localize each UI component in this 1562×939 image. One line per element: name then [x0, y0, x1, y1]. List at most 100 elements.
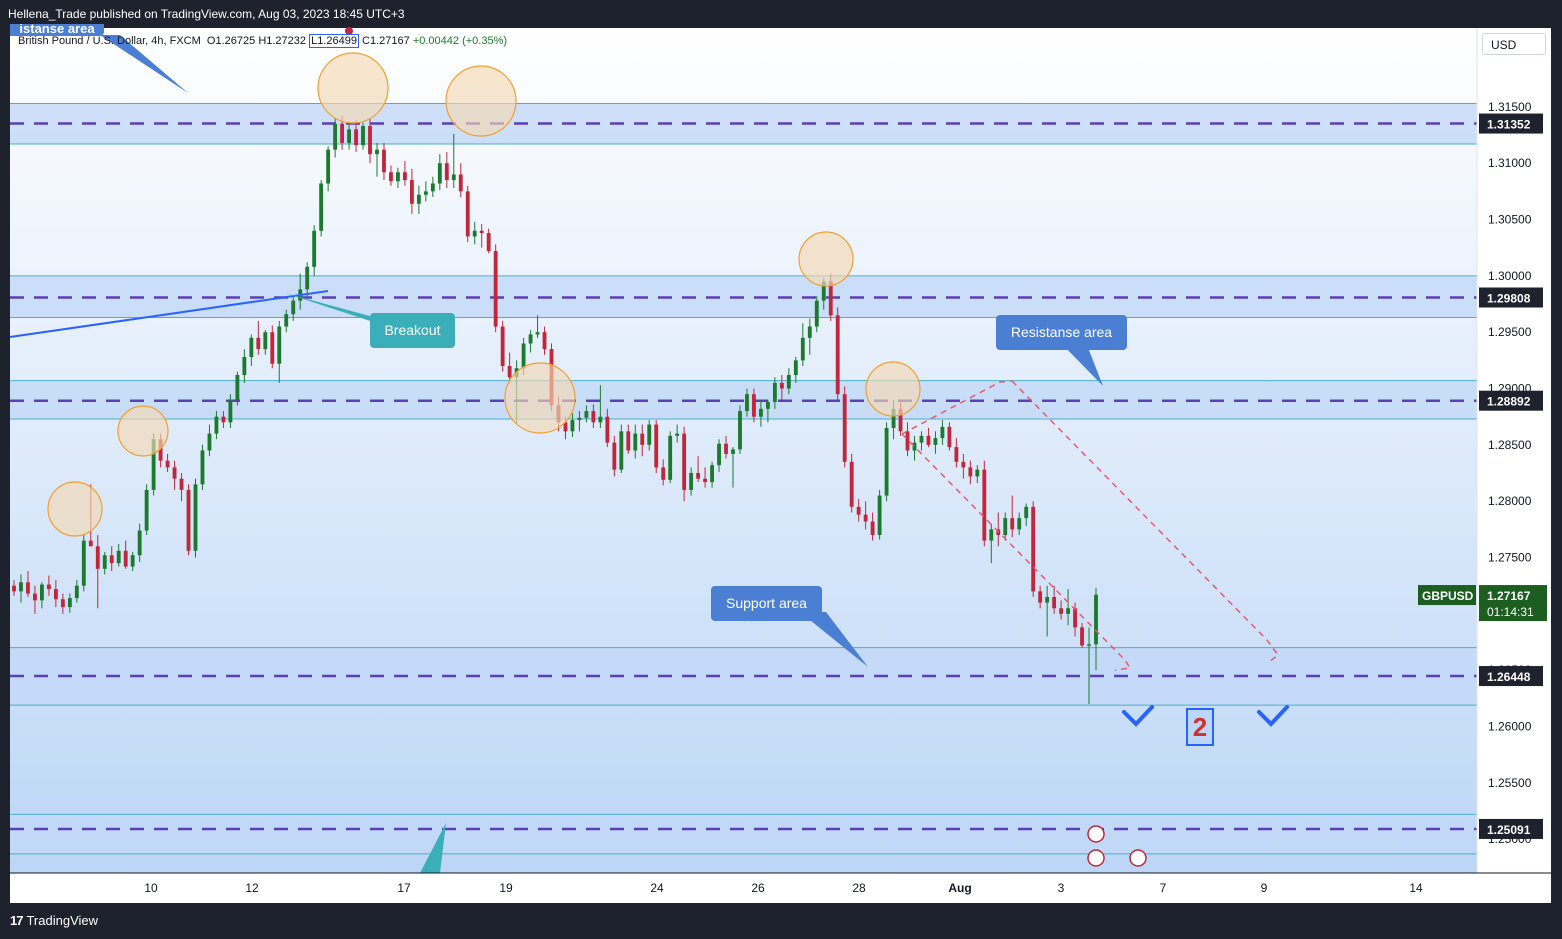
candle — [682, 426, 687, 502]
symbol-tag-label: GBPUSD — [1422, 589, 1474, 603]
candle-body — [60, 599, 65, 608]
candle-body — [710, 465, 714, 483]
candle — [102, 551, 107, 575]
candle-body — [975, 469, 980, 477]
candle-body — [437, 163, 442, 184]
candle-body — [493, 251, 498, 327]
candle-body — [458, 174, 463, 192]
candle-body — [954, 447, 959, 462]
breakout-label-text: Breakout — [384, 322, 441, 338]
candle-body — [67, 598, 72, 608]
support-area-label-text: Support area — [726, 595, 807, 611]
candle-body — [1024, 506, 1029, 519]
us-flag-event-icon[interactable] — [1087, 849, 1105, 867]
candle — [577, 411, 582, 432]
candle-body — [982, 469, 987, 541]
candle — [53, 580, 58, 608]
level-zone — [10, 814, 1477, 854]
candle-body — [668, 435, 673, 480]
candle — [605, 408, 610, 448]
candle-body — [675, 433, 680, 436]
candle — [849, 453, 854, 513]
candle — [570, 413, 575, 437]
price-axis[interactable]: 1.315001.310001.305001.300001.295001.290… — [1418, 28, 1551, 873]
candle-body — [605, 416, 610, 443]
candle-body — [1003, 518, 1008, 535]
candle-body — [507, 366, 512, 378]
highlight-circle — [445, 65, 517, 137]
candle — [472, 221, 477, 245]
candle — [46, 575, 51, 596]
symbol-name: British Pound / U.S. Dollar, 4h, FXCM — [18, 35, 201, 47]
candle-body — [926, 435, 931, 445]
time-tick-label: 9 — [1261, 881, 1268, 895]
candle — [249, 334, 254, 366]
candle — [1073, 602, 1077, 637]
candle-body — [1094, 594, 1098, 645]
top-event-marker — [345, 27, 353, 35]
candle-body — [563, 422, 568, 432]
candle-body — [835, 315, 840, 395]
tradingview-logo[interactable]: 17 TradingView — [10, 913, 98, 928]
candle-body — [759, 408, 763, 417]
candle — [291, 296, 296, 321]
lightning-event-icon[interactable] — [1087, 825, 1105, 843]
candle-body — [207, 433, 212, 451]
candle — [1003, 512, 1008, 541]
candle — [535, 315, 540, 338]
level-price-tag-label: 1.28892 — [1487, 395, 1531, 409]
candle — [1017, 512, 1022, 535]
candle-body — [249, 337, 254, 357]
candle-body — [116, 550, 121, 564]
tradingview-brand: TradingView — [26, 913, 99, 928]
candle-body — [144, 489, 149, 531]
us-flag-event-icon[interactable] — [1129, 849, 1147, 867]
candle — [1024, 503, 1029, 526]
candle — [961, 453, 966, 479]
candle-body — [270, 332, 275, 364]
candle-body — [793, 360, 798, 376]
candle-body — [26, 582, 30, 594]
candle-body — [619, 431, 624, 470]
candle-body — [444, 163, 449, 181]
candle-body — [570, 420, 575, 432]
candle — [486, 228, 491, 254]
candle-body — [814, 300, 819, 327]
time-axis[interactable]: 10 12 17 19 24 26 28 Aug 3 7 9 14 — [10, 872, 1551, 903]
candle-body — [647, 424, 652, 445]
candle — [1045, 585, 1050, 637]
candle — [989, 523, 994, 564]
candle — [905, 422, 910, 457]
candle-body — [591, 411, 596, 423]
candle — [779, 375, 784, 400]
candle-body — [577, 417, 582, 421]
candle — [305, 262, 310, 299]
price-tick-label: 1.30500 — [1488, 213, 1532, 227]
symbol-legend[interactable]: British Pound / U.S. Dollar, 4h, FXCM O1… — [18, 34, 507, 48]
candle — [368, 118, 372, 164]
candle — [940, 420, 945, 445]
candle-body — [81, 540, 86, 586]
candle — [675, 424, 680, 443]
candle — [123, 540, 128, 569]
price-tick-label: 1.31500 — [1488, 100, 1532, 114]
candle — [200, 444, 205, 490]
candle — [975, 465, 980, 484]
candle-body — [40, 584, 44, 601]
time-tick-label: 14 — [1409, 881, 1423, 895]
candle-body — [179, 478, 184, 490]
candle-body — [486, 233, 491, 252]
candle-body — [633, 433, 638, 451]
candle — [863, 501, 868, 530]
candle — [842, 386, 847, 468]
candle-body — [193, 484, 198, 551]
candle-body — [263, 332, 268, 350]
candle-body — [1080, 627, 1084, 646]
candle-body — [186, 489, 191, 551]
candle — [165, 453, 170, 472]
price-tick-label: 1.28500 — [1488, 438, 1532, 452]
candle — [382, 142, 386, 181]
currency-selector[interactable]: USD — [1482, 33, 1546, 55]
top-left-pointer — [100, 35, 188, 93]
